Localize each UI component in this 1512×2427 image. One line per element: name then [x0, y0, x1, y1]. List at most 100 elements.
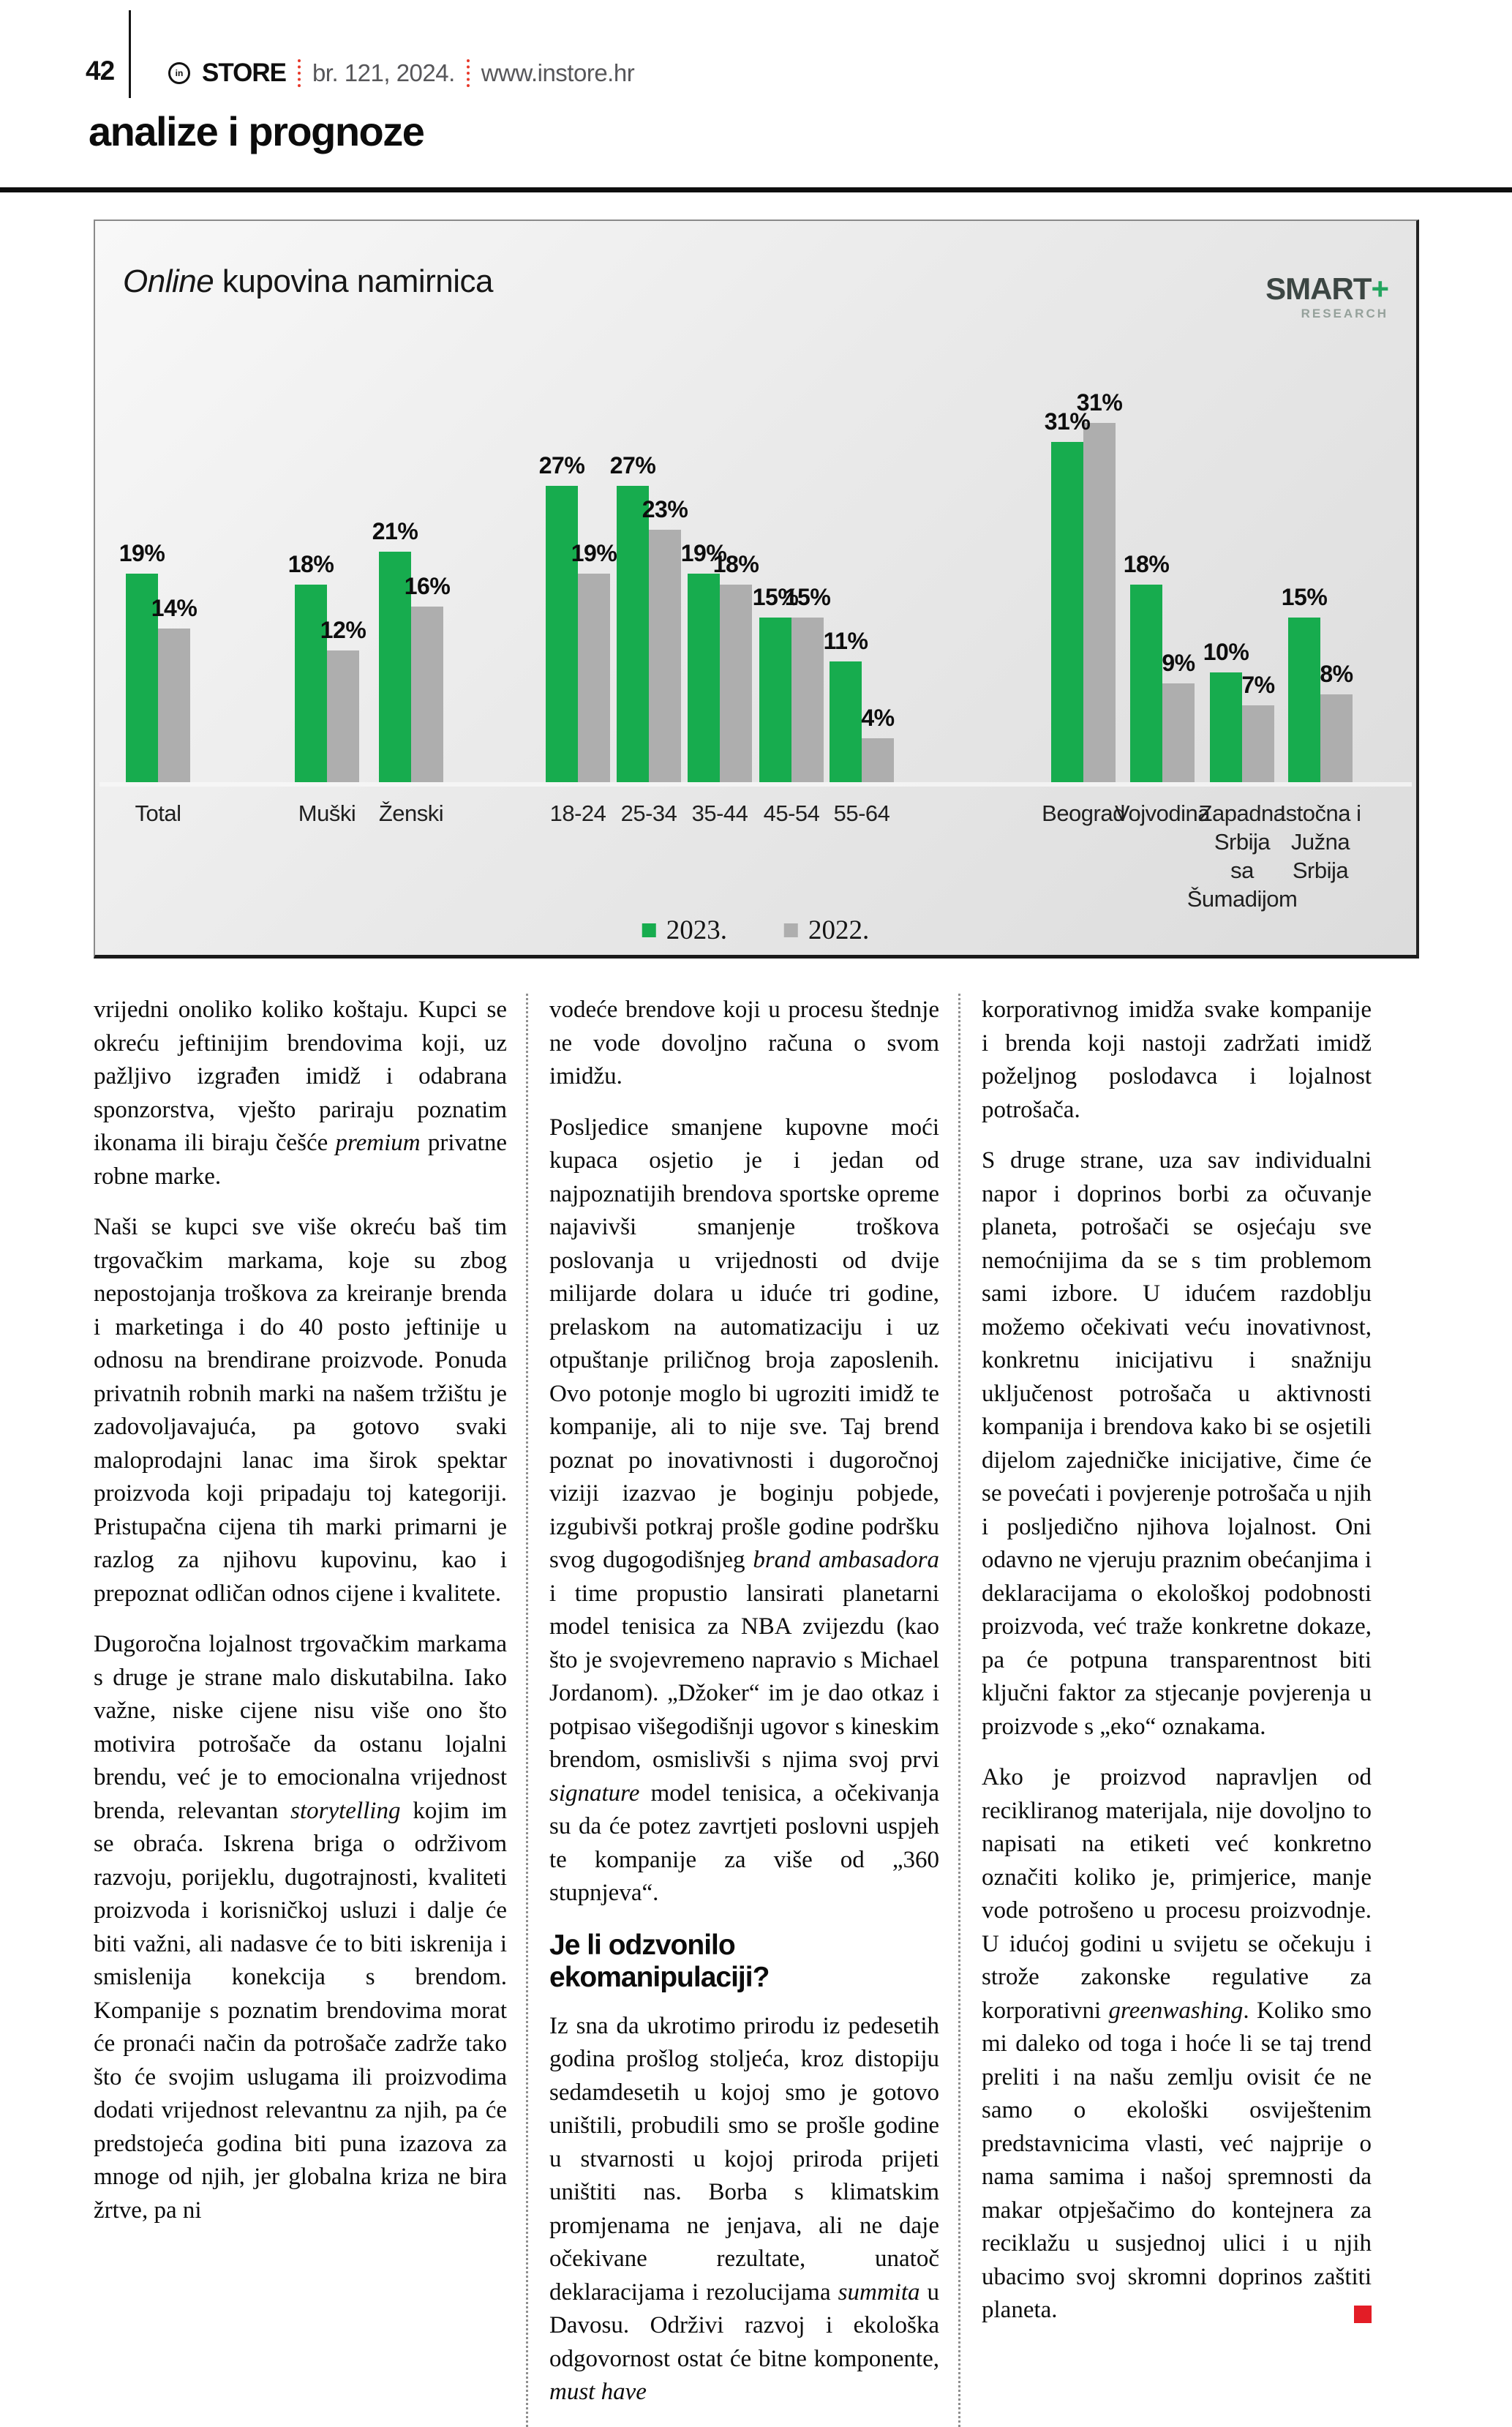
bar-value-label-2022: 23%: [642, 496, 688, 522]
bar-2023: [379, 552, 411, 782]
section-rule: [0, 187, 1512, 192]
legend-swatch: [784, 923, 798, 937]
red-dotted-separator: [466, 59, 470, 87]
article-paragraph: Iz sna da ukrotimo prirodu iz pedesetih …: [549, 2012, 939, 2406]
bar-value-label-2023: 27%: [609, 452, 656, 479]
bar-value-label-2022: 16%: [404, 573, 451, 599]
article-paragraph: vrijedni onoliko koliko koštaju. Kupci s…: [94, 997, 507, 1190]
legend-entry: 2023.: [642, 915, 727, 946]
category-label: Ženski: [378, 800, 444, 826]
legend-label: 2023.: [666, 915, 727, 945]
bar-value-label-2022: 19%: [571, 540, 617, 566]
masthead: in STORE br. 121, 2024. www.instore.hr: [168, 57, 635, 89]
category-label: Beograd: [1042, 800, 1125, 826]
bar-value-label-2022: 15%: [784, 584, 831, 610]
bar-value-label-2022: 4%: [861, 705, 895, 731]
bar-value-label-2023: 15%: [752, 584, 799, 610]
masthead-divider-line: [129, 10, 131, 98]
website-url: www.instore.hr: [481, 59, 635, 86]
category-label: Total: [135, 800, 181, 826]
bar-value-label-2022: 12%: [320, 617, 366, 643]
legend-label: 2022.: [808, 915, 870, 945]
category-label: Istočna i Južna Srbija: [1279, 800, 1361, 883]
chart-title-italic: Online: [123, 263, 214, 299]
bar-2023: [1288, 618, 1320, 782]
article-paragraph: Ako je proizvod napravljen od recikliran…: [982, 1764, 1372, 2323]
bar-2022: [1320, 694, 1353, 782]
bar-value-label-2023: 10%: [1203, 639, 1249, 665]
issue-number: br. 121, 2024.: [312, 59, 455, 86]
chart-baseline: [99, 782, 1412, 787]
article-paragraph: Posljedice smanjene kupovne moći kupaca …: [549, 1114, 940, 1907]
bar-2023: [688, 574, 720, 782]
chart-legend: 2023. 2022.: [642, 915, 869, 946]
page-number: 42: [86, 56, 115, 86]
category-label: 25-34: [620, 800, 677, 826]
bar-value-label-2022: 7%: [1241, 672, 1275, 698]
bar-2023: [759, 618, 791, 782]
bar-2023: [1051, 442, 1083, 782]
bar-2023: [617, 486, 649, 782]
category-label: 18-24: [549, 800, 606, 826]
bar-value-label-2022: 31%: [1076, 389, 1123, 416]
bar-2022: [720, 585, 752, 782]
category-label: 55-64: [833, 800, 890, 826]
smart-logo-text: SMART: [1265, 271, 1372, 306]
bar-value-label-2022: 14%: [151, 595, 198, 621]
bar-value-label-2022: 9%: [1162, 650, 1195, 676]
smart-research-logo: SMART+ RESEARCH: [1265, 271, 1389, 320]
section-title: analize i prognoze: [89, 108, 425, 154]
bar-2022: [158, 629, 190, 782]
bar-2022: [1242, 705, 1274, 782]
plus-icon: +: [1371, 271, 1389, 306]
article-column-1: vrijedni onoliko koliko koštaju. Kupci s…: [94, 994, 507, 2427]
article-column-3: korporativnog imidža svake kompanije i b…: [958, 994, 1372, 2427]
bar-value-label-2023: 27%: [538, 452, 585, 479]
bar-2022: [411, 607, 443, 782]
bar-value-label-2023: 11%: [823, 628, 868, 654]
chart-title: Online kupovina namirnica: [123, 263, 494, 300]
bar-2022: [1083, 423, 1116, 782]
end-of-article-marker: [1354, 2306, 1372, 2323]
bar-2022: [791, 618, 824, 782]
bar-value-label-2022: 18%: [712, 551, 759, 577]
bar-value-label-2023: 21%: [372, 518, 418, 544]
category-label: Muški: [298, 800, 356, 826]
category-label: 45-54: [763, 800, 820, 826]
chart-title-rest: kupovina namirnica: [214, 263, 494, 299]
bar-value-label-2022: 8%: [1320, 661, 1353, 687]
instore-logo-icon: in: [168, 62, 190, 84]
bar-2022: [649, 530, 681, 782]
chart-panel: Online kupovina namirnica SMART+ RESEARC…: [94, 220, 1419, 959]
article-paragraph: korporativnog imidža svake kompanije i b…: [982, 997, 1372, 1123]
bar-2022: [1162, 683, 1195, 782]
category-label: Zapadna Srbija sa Šumadijom: [1186, 800, 1298, 912]
bar-value-label-2023: 18%: [287, 551, 334, 577]
instore-logo-text: STORE: [202, 59, 287, 87]
legend-entry: 2022.: [784, 915, 869, 946]
bar-value-label-2023: 31%: [1044, 408, 1091, 435]
category-label: Vojvodina: [1115, 800, 1210, 826]
bar-value-label-2023: 18%: [1123, 551, 1170, 577]
article-paragraph: vodeće brendove koji u procesu štednje n…: [549, 997, 939, 1089]
bar-2023: [1130, 585, 1162, 782]
article-column-2: vodeće brendove koji u procesu štednje n…: [526, 994, 939, 2427]
bar-chart: 19% 14% Total 18% 12% Muški 21% 16% Ženski 27% 19%…: [95, 221, 1416, 955]
red-dotted-separator: [297, 59, 301, 87]
article-paragraph: S druge strane, uza sav individualni nap…: [982, 1147, 1372, 1740]
bar-2023: [126, 574, 158, 782]
bar-2023: [546, 486, 578, 782]
bar-2022: [578, 574, 610, 782]
bar-value-label-2023: 19%: [680, 540, 727, 566]
bar-value-label-2023: 19%: [119, 540, 165, 566]
article-body: vrijedni onoliko koliko koštaju. Kupci s…: [94, 994, 1410, 2427]
category-label: 35-44: [691, 800, 748, 826]
legend-swatch: [642, 923, 656, 937]
bar-value-label-2023: 15%: [1281, 584, 1328, 610]
bar-2022: [327, 650, 359, 782]
bar-2022: [862, 738, 894, 782]
bar-2023: [1210, 672, 1242, 782]
article-paragraph: Naši se kupci sve više okreću baš tim tr…: [94, 1214, 507, 1607]
bar-2023: [295, 585, 327, 782]
research-logo-text: RESEARCH: [1301, 307, 1388, 320]
